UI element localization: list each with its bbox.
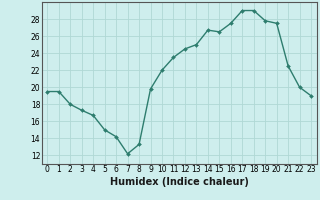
X-axis label: Humidex (Indice chaleur): Humidex (Indice chaleur) <box>110 177 249 187</box>
